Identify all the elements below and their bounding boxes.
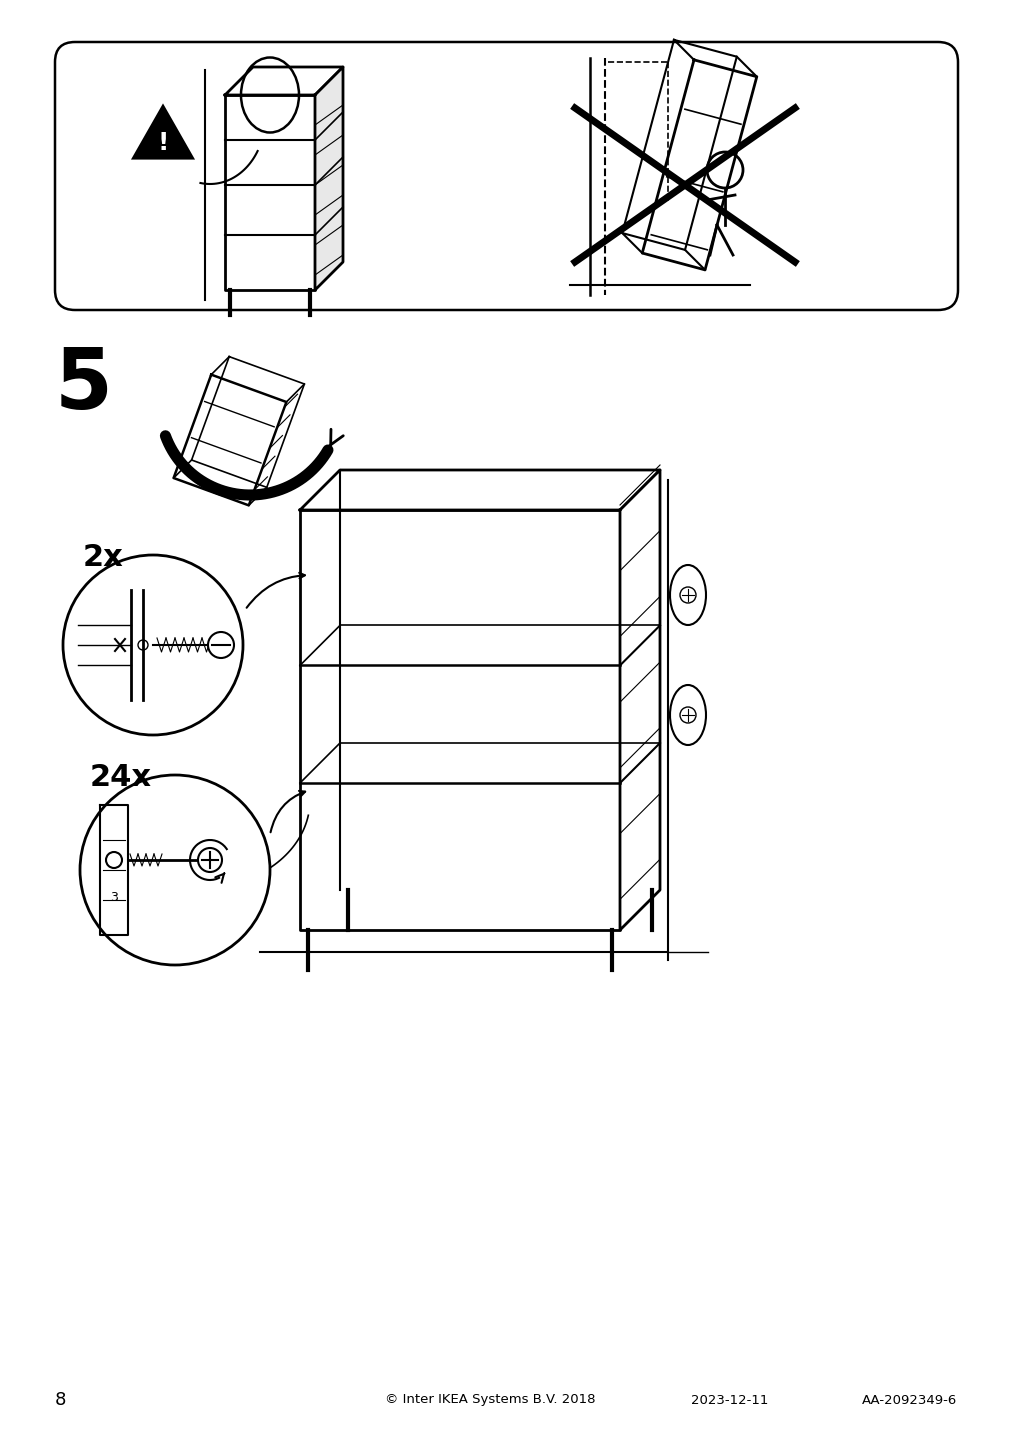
Circle shape bbox=[63, 556, 243, 735]
Polygon shape bbox=[133, 106, 192, 158]
Polygon shape bbox=[620, 470, 659, 929]
Text: 8: 8 bbox=[55, 1390, 67, 1409]
Text: 24x: 24x bbox=[90, 763, 152, 792]
Polygon shape bbox=[314, 67, 343, 291]
Circle shape bbox=[80, 775, 270, 965]
Text: 2x: 2x bbox=[83, 543, 123, 571]
Polygon shape bbox=[299, 470, 659, 510]
Text: 2023-12-11: 2023-12-11 bbox=[691, 1393, 768, 1406]
Text: AA-2092349-6: AA-2092349-6 bbox=[861, 1393, 956, 1406]
Text: 5: 5 bbox=[55, 345, 113, 425]
Text: 3: 3 bbox=[110, 892, 118, 905]
Circle shape bbox=[208, 632, 234, 657]
Text: © Inter IKEA Systems B.V. 2018: © Inter IKEA Systems B.V. 2018 bbox=[384, 1393, 594, 1406]
Circle shape bbox=[198, 848, 221, 872]
Polygon shape bbox=[224, 67, 343, 95]
Text: !: ! bbox=[157, 130, 169, 155]
FancyBboxPatch shape bbox=[55, 42, 957, 309]
